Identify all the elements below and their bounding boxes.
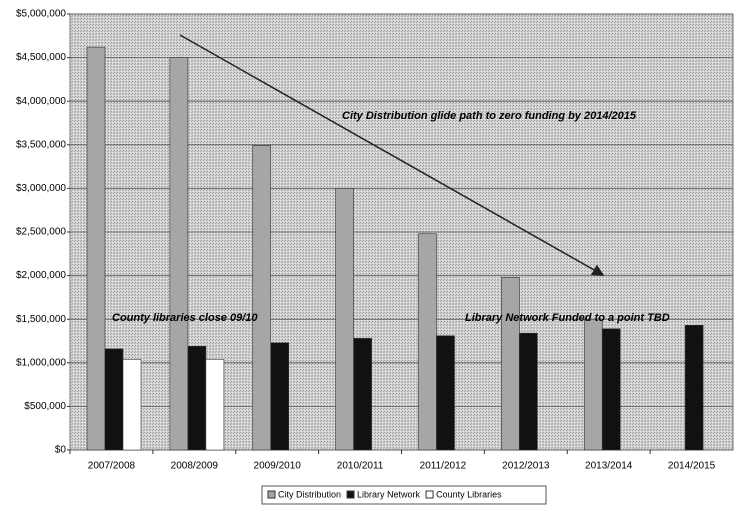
y-tick-label: $5,000,000: [16, 9, 66, 20]
bar: [501, 277, 520, 451]
bar: [169, 57, 189, 451]
bar: [335, 188, 354, 451]
bar: [583, 318, 603, 451]
y-tick-label: $3,500,000: [16, 139, 66, 150]
x-tick-label: 2007/2008: [88, 461, 136, 472]
glide-arrow: [179, 34, 605, 276]
y-tick-label: $2,500,000: [16, 227, 66, 238]
y-tick-label: $1,000,000: [16, 357, 66, 368]
x-tick-label: 2014/2015: [668, 461, 716, 472]
bars: [86, 46, 704, 451]
legend-swatch: [425, 490, 434, 499]
x-tick-label: 2013/2014: [585, 461, 633, 472]
legend-label: Library Network: [357, 489, 421, 499]
bar: [601, 328, 621, 451]
bar: [187, 345, 207, 451]
legend-swatch: [346, 490, 355, 499]
legend-label: City Distribution: [278, 489, 341, 499]
bar: [519, 332, 538, 451]
y-tick-label: $1,500,000: [16, 314, 66, 325]
legend-swatch: [267, 490, 276, 499]
x-tick-label: 2008/2009: [171, 461, 219, 472]
bar: [122, 359, 142, 451]
x-tick-label: 2012/2013: [502, 461, 550, 472]
legend-label: County Libraries: [436, 489, 502, 499]
bar: [252, 145, 272, 451]
x-tick-label: 2010/2011: [337, 461, 384, 472]
annotation: Library Network Funded to a point TBD: [465, 312, 670, 324]
bar: [418, 233, 437, 451]
y-tick-label: $4,500,000: [16, 52, 66, 63]
bar: [205, 359, 225, 451]
bar: [353, 338, 372, 451]
bar: [104, 348, 124, 451]
x-tick-label: 2011/2012: [420, 461, 467, 472]
legend: City Distribution Library Network County L…: [267, 489, 502, 499]
y-tick-label: $3,000,000: [16, 183, 66, 194]
bar: [684, 325, 704, 451]
y-tick-label: $500,000: [24, 401, 66, 412]
annotation: County libraries close 09/10: [112, 312, 258, 324]
y-tick-label: $4,000,000: [16, 96, 66, 107]
legend-box: [261, 485, 547, 505]
y-tick-label: $2,000,000: [16, 270, 66, 281]
annotation: City Distribution glide path to zero fun…: [342, 110, 637, 122]
y-tick-label: $0: [55, 445, 67, 456]
bar: [270, 342, 290, 451]
x-tick-label: 2009/2010: [254, 461, 302, 472]
bar: [436, 335, 455, 451]
bar: [86, 46, 106, 451]
